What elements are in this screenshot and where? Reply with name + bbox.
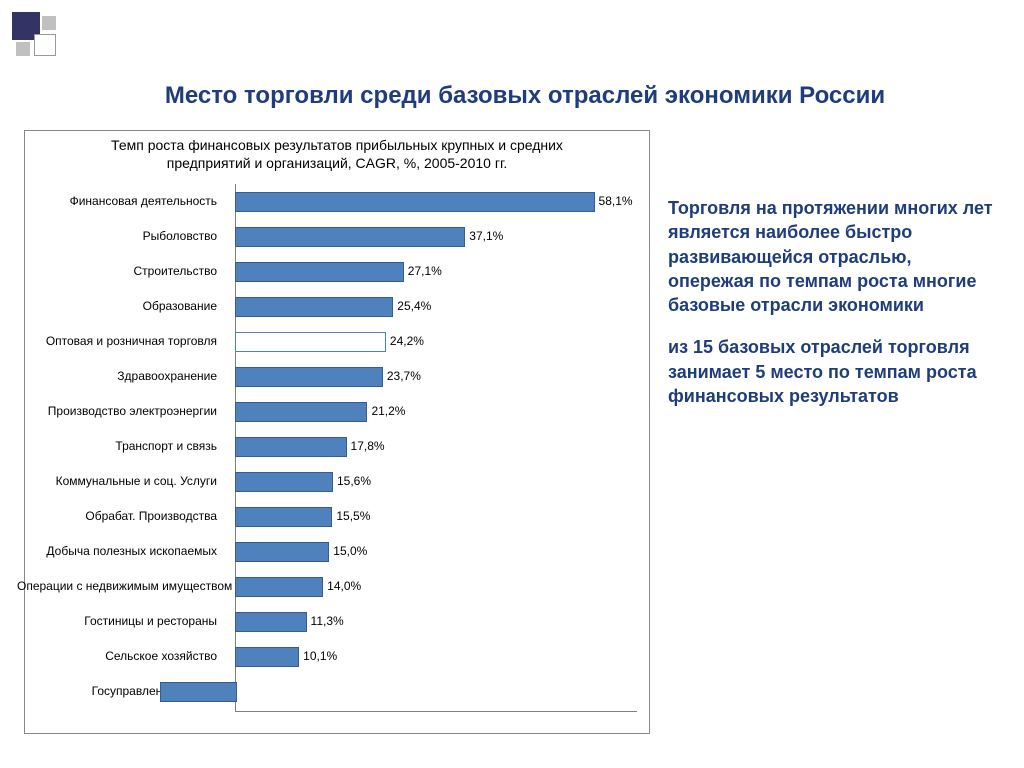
bar-category-label: Здравоохранение <box>17 365 217 387</box>
chart-row: Обрабат. Производства15,5% <box>25 505 637 527</box>
chart-row: Сельское хозяйство10,1% <box>25 645 637 667</box>
bar-value-label: 24,2% <box>390 330 424 352</box>
bar <box>160 682 237 702</box>
bar-category-label: Образование <box>17 295 217 317</box>
bar-category-label: Оптовая и розничная торговля <box>17 330 217 352</box>
chart-row: Производство электроэнергии21,2% <box>25 400 637 422</box>
bar-value-label: 23,7% <box>387 365 421 387</box>
bar <box>235 647 299 667</box>
bar <box>235 402 367 422</box>
side-paragraph-2: из 15 базовых отраслей торговля занимает… <box>668 335 998 408</box>
side-paragraph-1: Торговля на протяжении многих лет являет… <box>668 196 998 317</box>
chart-row: Финансовая деятельность58,1% <box>25 190 637 212</box>
slide-title: Место торговли среди базовых отраслей эк… <box>66 82 984 110</box>
bar-category-label: Гостиницы и рестораны <box>17 610 217 632</box>
bar <box>235 262 404 282</box>
bar <box>235 577 323 597</box>
chart-row: Госуправление -12,2%-12,2% <box>25 680 637 702</box>
bar <box>235 542 329 562</box>
bar-value-label: 21,2% <box>371 400 405 422</box>
bar <box>235 332 386 352</box>
chart-row: Рыболовство37,1% <box>25 225 637 247</box>
bar-category-label: Операции с недвижимым имуществом <box>17 575 217 597</box>
bar-value-label: 10,1% <box>303 645 337 667</box>
bar-value-label: 58,1% <box>599 190 633 212</box>
bar-category-label: Сельское хозяйство <box>17 645 217 667</box>
chart-row: Образование25,4% <box>25 295 637 317</box>
bar <box>235 227 465 247</box>
chart-row: Оптовая и розничная торговля24,2% <box>25 330 637 352</box>
bar <box>235 612 307 632</box>
bar-category-label: Транспорт и связь <box>17 435 217 457</box>
chart-row: Строительство27,1% <box>25 260 637 282</box>
chart-subtitle-line1: Темп роста финансовых результатов прибыл… <box>111 137 563 153</box>
bar-category-label: Добыча полезных ископаемых <box>17 540 217 562</box>
bar-category-label: Рыболовство <box>17 225 217 247</box>
bar <box>235 297 393 317</box>
bar-value-label: 25,4% <box>397 295 431 317</box>
chart-row: Операции с недвижимым имуществом14,0% <box>25 575 637 597</box>
bar-category-label: Производство электроэнергии <box>17 400 217 422</box>
bar-category-label: Обрабат. Производства <box>17 505 217 527</box>
x-axis <box>235 711 637 712</box>
bar-value-label: 15,5% <box>336 505 370 527</box>
deco-square <box>34 34 56 56</box>
chart-row: Коммунальные и соц. Услуги15,6% <box>25 470 637 492</box>
chart-row: Транспорт и связь17,8% <box>25 435 637 457</box>
bar-category-label: Строительство <box>17 260 217 282</box>
chart-container: Темп роста финансовых результатов прибыл… <box>24 130 650 734</box>
bar <box>235 367 383 387</box>
deco-square <box>16 42 30 56</box>
bar-category-label: Финансовая деятельность <box>17 190 217 212</box>
chart-row: Добыча полезных ископаемых15,0% <box>25 540 637 562</box>
chart-plot-area: Финансовая деятельность58,1% Рыболовство3… <box>25 184 649 712</box>
chart-row: Гостиницы и рестораны11,3% <box>25 610 637 632</box>
bar <box>235 507 332 527</box>
side-commentary: Торговля на протяжении многих лет являет… <box>668 196 998 408</box>
bar-value-label: 15,0% <box>333 540 367 562</box>
deco-square <box>42 16 56 30</box>
bar-category-label: Коммунальные и соц. Услуги <box>17 470 217 492</box>
bar-value-label: 27,1% <box>408 260 442 282</box>
bar <box>235 437 347 457</box>
bar-value-label: 15,6% <box>337 470 371 492</box>
bar-value-label: 14,0% <box>327 575 361 597</box>
bar <box>235 192 595 212</box>
chart-row: Здравоохранение23,7% <box>25 365 637 387</box>
bar-value-label: 11,3% <box>311 610 344 632</box>
bar-value-label: 17,8% <box>351 435 385 457</box>
bar <box>235 472 333 492</box>
chart-subtitle: Темп роста финансовых результатов прибыл… <box>25 131 649 174</box>
chart-subtitle-line2: предприятий и организаций, CAGR, %, 2005… <box>167 155 507 171</box>
bar-value-label: 37,1% <box>469 225 503 247</box>
